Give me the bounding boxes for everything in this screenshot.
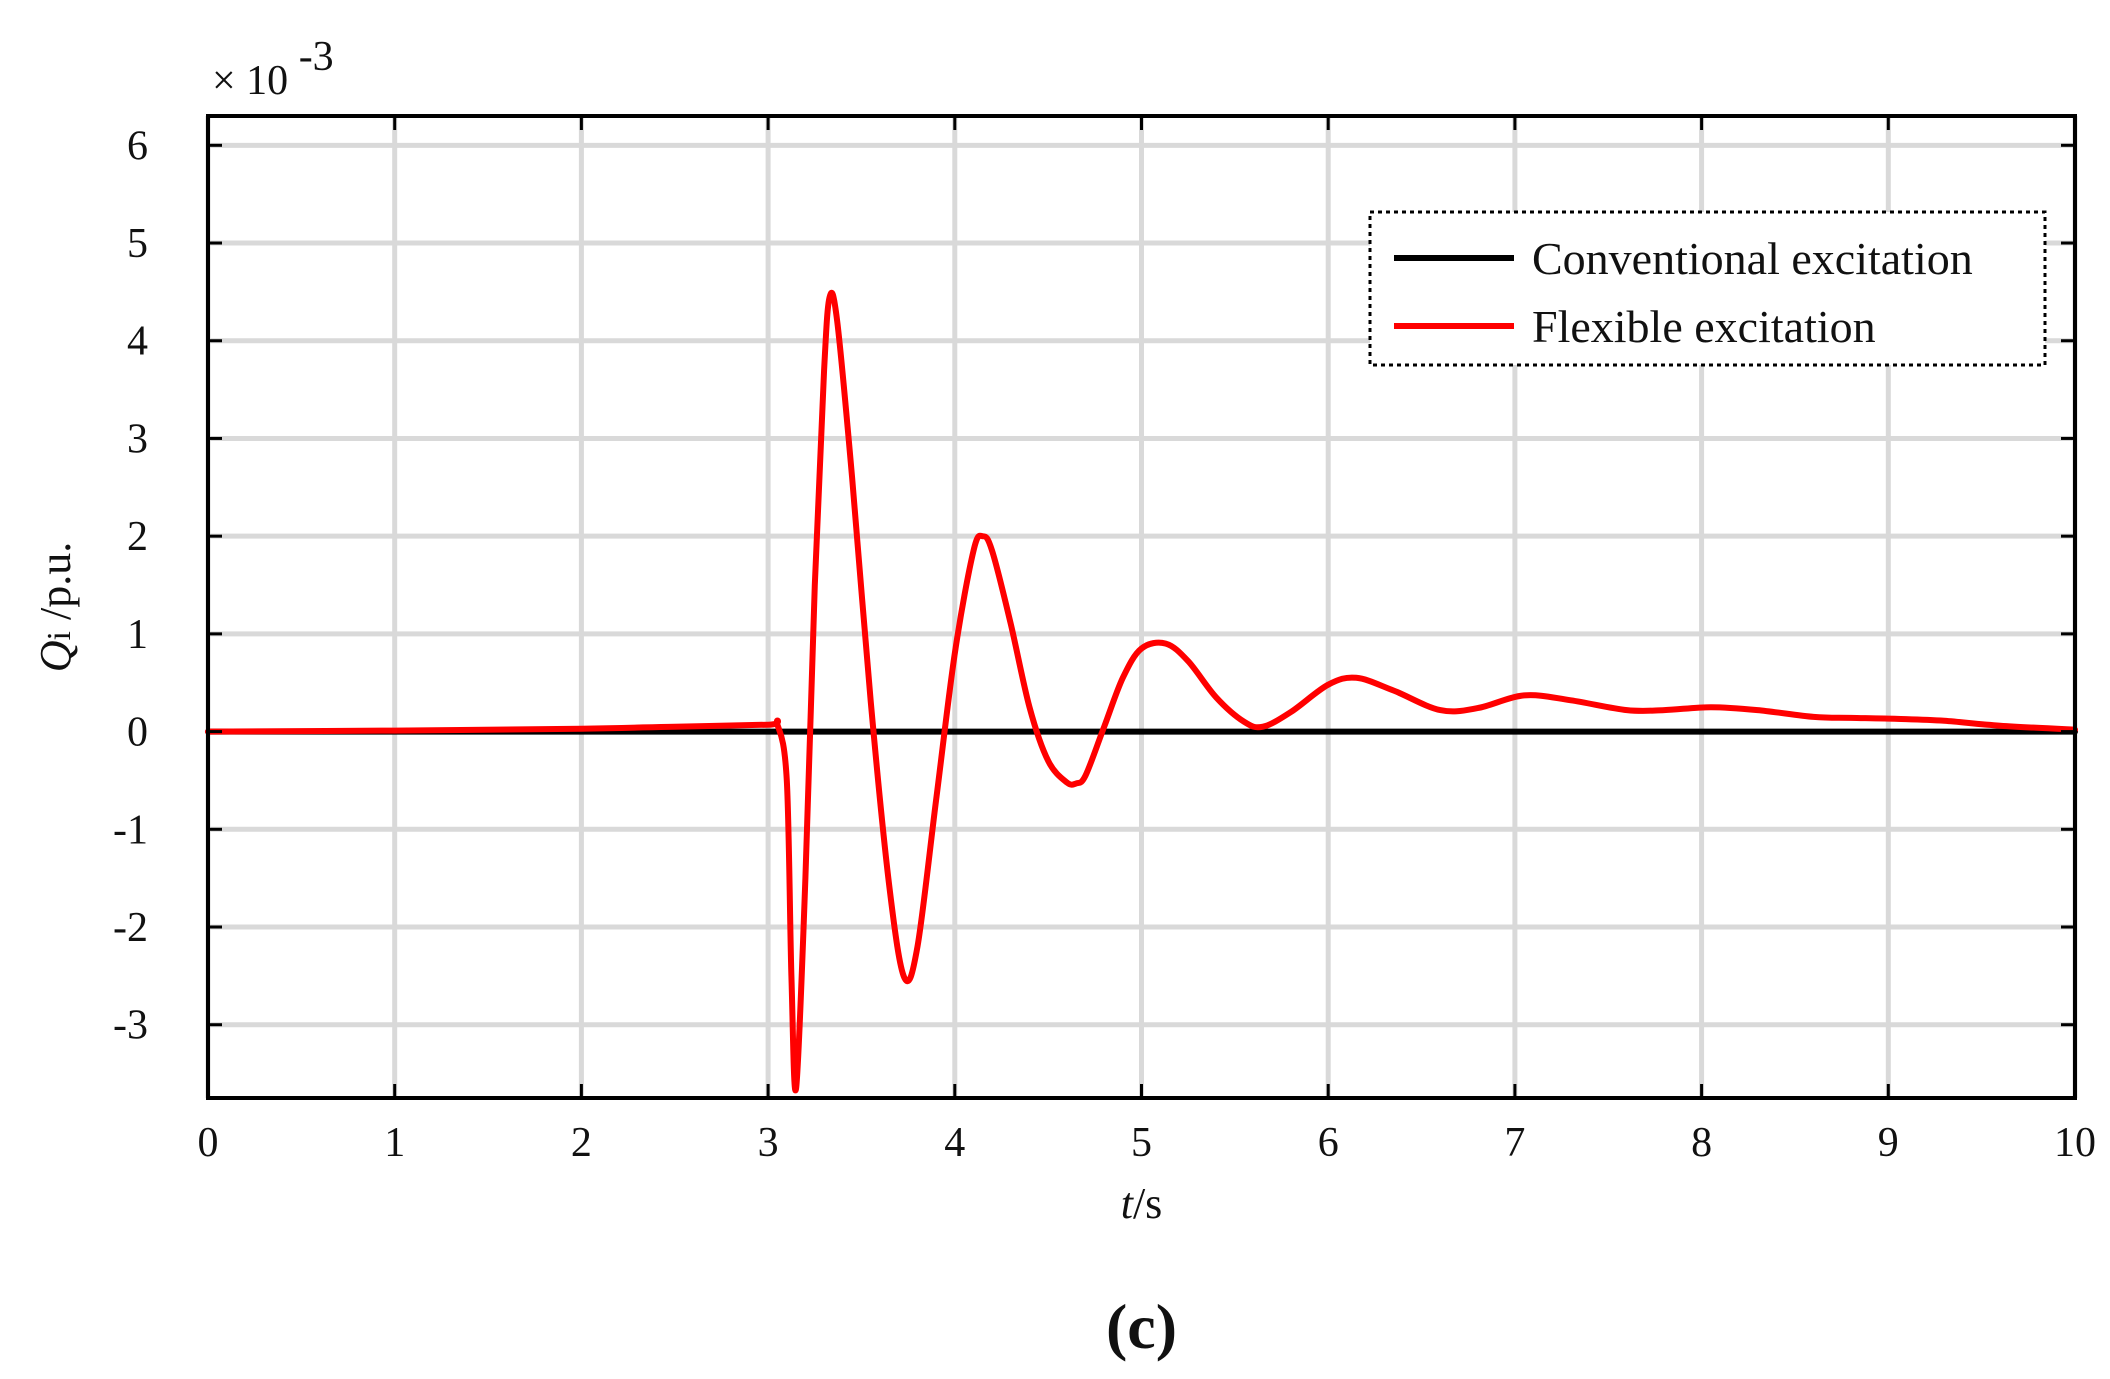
y-tick-label: 6	[127, 123, 148, 169]
x-tick-label: 8	[1691, 1120, 1712, 1166]
legend-entry-1: Flexible excitation	[1532, 301, 1876, 352]
x-tick-label: 3	[758, 1120, 779, 1166]
legend: Conventional excitation Flexible excitati…	[1368, 210, 2047, 367]
y-tick-label: 0	[127, 710, 148, 756]
y-tick-label: 3	[127, 416, 148, 462]
legend-box	[1368, 210, 2047, 367]
series-line-1	[205, 289, 2078, 1094]
y-exponent-label: × 10 -3	[212, 34, 334, 104]
axis-ticks: 0 1 2 3 4 5 6 7 8 9 10 -3 -2 -1 0 1 2 3 4 5 6	[113, 116, 2096, 1166]
y-tick-label: 2	[127, 514, 148, 560]
y-tick-label: -3	[113, 1003, 148, 1049]
plot-lines	[205, 289, 2078, 1094]
axis-labels: × 10 -3 t/s Qi /p.u. (c)	[31, 34, 1177, 1362]
x-tick-label: 2	[571, 1120, 592, 1166]
x-tick-label: 7	[1504, 1120, 1525, 1166]
legend-entry-0: Conventional excitation	[1532, 233, 1973, 284]
x-tick-label: 1	[384, 1120, 405, 1166]
x-tick-label: 5	[1131, 1120, 1152, 1166]
panel-label: (c)	[1106, 1291, 1177, 1362]
y-tick-label: 4	[127, 319, 148, 365]
y-tick-label: 5	[127, 221, 148, 267]
x-tick-label: 10	[2054, 1120, 2096, 1166]
y-tick-label: -2	[113, 905, 148, 951]
y-tick-label: 1	[127, 612, 148, 658]
y-axis-label: Qi /p.u.	[31, 542, 80, 672]
x-tick-label: 0	[198, 1120, 219, 1166]
x-axis-label: t/s	[1121, 1179, 1163, 1228]
y-tick-label: -1	[113, 807, 148, 853]
x-tick-label: 9	[1878, 1120, 1899, 1166]
x-tick-label: 6	[1318, 1120, 1339, 1166]
x-tick-label: 4	[944, 1120, 965, 1166]
